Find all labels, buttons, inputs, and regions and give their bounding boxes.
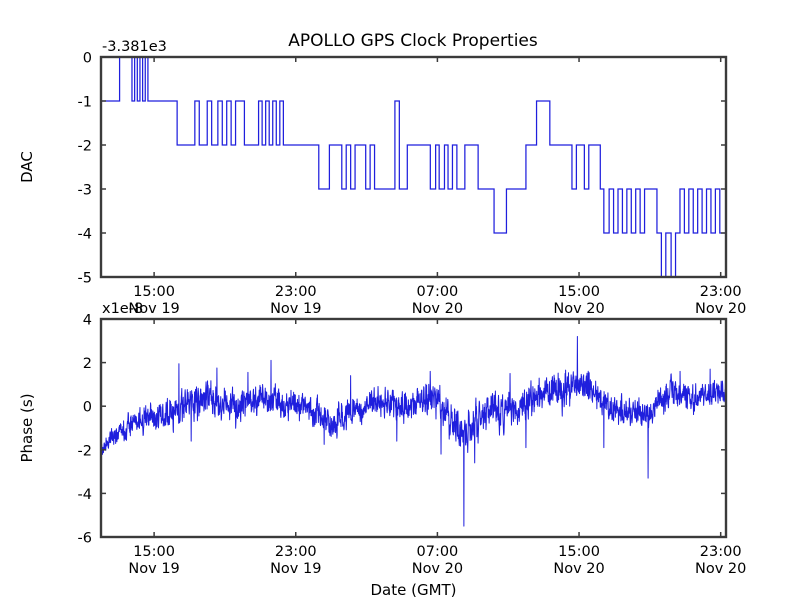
x-tick-label-date: Nov 19	[270, 301, 321, 317]
axes-frame	[99, 317, 728, 539]
y-tick-label: -5	[78, 271, 92, 287]
x-tick-label-date: Nov 20	[553, 561, 604, 577]
x-tick-label-time: 07:00	[417, 284, 459, 300]
x-tick-label-time: 15:00	[133, 284, 175, 300]
phase-trace	[101, 335, 726, 527]
plot-area	[101, 319, 726, 537]
x-tick-label-date: Nov 19	[128, 301, 179, 317]
y-tick-label: -2	[78, 443, 92, 459]
figure-title: APOLLO GPS Clock Properties	[288, 31, 538, 51]
y-tick-label: -4	[78, 227, 92, 243]
dac-trace	[101, 57, 726, 277]
y-tick-label: -1	[78, 95, 92, 111]
y-tick-label: -2	[78, 139, 92, 155]
plot-area	[101, 57, 726, 277]
y-tick-label: -3	[78, 183, 92, 199]
x-tick-label-date: Nov 19	[128, 561, 179, 577]
y-axis-offset-text: -3.381e3	[102, 39, 167, 55]
x-tick-label-time: 23:00	[275, 284, 317, 300]
y-axis-label: DAC	[18, 151, 36, 183]
data-layer	[101, 57, 726, 277]
x-tick-label-time: 15:00	[558, 284, 600, 300]
x-tick-label-date: Nov 20	[695, 561, 746, 577]
y-axis-offset-text: x1e-8	[102, 301, 143, 317]
x-tick-label-time: 07:00	[417, 544, 459, 560]
x-axis-label: Date (GMT)	[370, 581, 456, 599]
x-tick-label-date: Nov 20	[553, 301, 604, 317]
x-tick-label-time: 15:00	[558, 544, 600, 560]
y-tick-label: -6	[78, 531, 92, 547]
x-tick-label-date: Nov 20	[695, 301, 746, 317]
y-tick-label: 0	[83, 400, 92, 416]
y-tick-label: 4	[83, 313, 92, 329]
x-tick-label-time: 23:00	[275, 544, 317, 560]
y-tick-label: 0	[83, 51, 92, 67]
y-axis-label: Phase (s)	[18, 393, 36, 462]
x-tick-label-date: Nov 20	[412, 561, 463, 577]
x-tick-label-time: 23:00	[700, 284, 742, 300]
x-tick-label-date: Nov 19	[270, 561, 321, 577]
y-tick-label: -4	[78, 487, 92, 503]
x-tick-label-time: 15:00	[133, 544, 175, 560]
x-tick-label-date: Nov 20	[412, 301, 463, 317]
data-layer	[101, 335, 726, 527]
y-tick-label: 2	[83, 356, 92, 372]
x-tick-label-time: 23:00	[700, 544, 742, 560]
axes-frame	[99, 55, 728, 279]
